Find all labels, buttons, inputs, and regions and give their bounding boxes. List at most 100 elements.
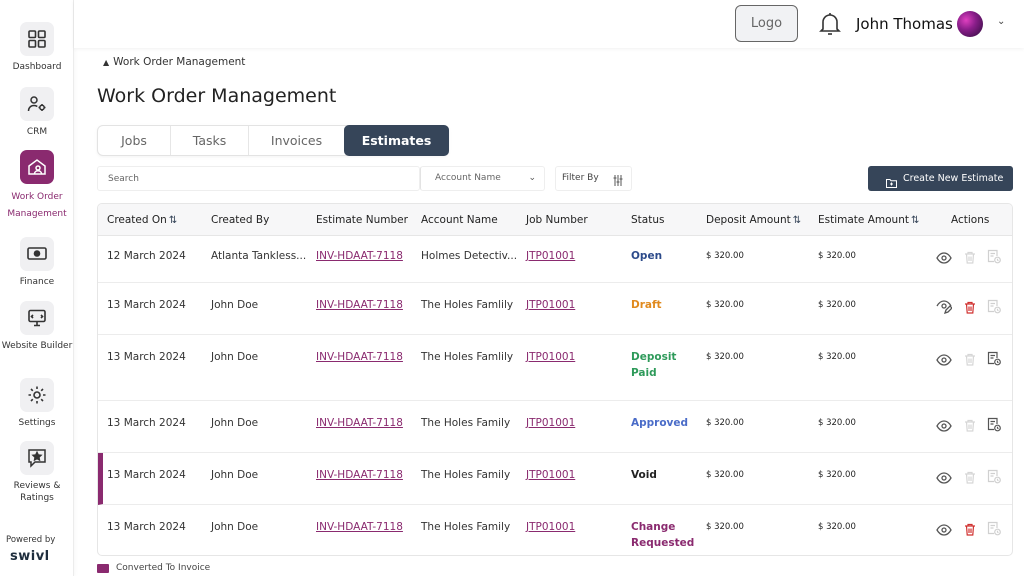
convert-to-invoice-icon	[987, 249, 1005, 267]
tab-jobs[interactable]: Jobs	[98, 126, 171, 155]
view-icon[interactable]	[936, 249, 954, 267]
breadcrumb-label: Work Order Management	[113, 56, 246, 68]
cell-account-name: The Holes Famlily	[421, 351, 514, 363]
sidebar-item-reviews-ratings[interactable]: Reviews & Ratings	[0, 441, 74, 504]
delete-icon	[964, 417, 982, 435]
cell-deposit-amount: $ 320.00	[706, 470, 744, 480]
sidebar-item-dashboard[interactable]: Dashboard	[0, 22, 74, 73]
sort-icon[interactable]: ⇅	[910, 215, 920, 226]
job-number-link[interactable]: JTP01001	[526, 521, 576, 533]
delete-icon[interactable]	[964, 521, 982, 539]
search-input[interactable]	[97, 166, 420, 191]
sidebar-item-label: Reviews & Ratings	[13, 481, 61, 503]
account-name-select[interactable]: Account Name ⌄	[420, 166, 545, 191]
view-icon[interactable]	[936, 417, 954, 435]
column-header-job-number: Job Number	[526, 214, 588, 226]
cell-created-by: John Doe	[211, 469, 259, 481]
convert-to-invoice-icon	[987, 521, 1005, 539]
estimate-number-link[interactable]: INV-HDAAT-7118	[316, 417, 403, 429]
delete-icon[interactable]	[964, 299, 982, 317]
view-icon[interactable]	[936, 351, 954, 369]
job-number-link[interactable]: JTP01001	[526, 469, 576, 481]
legend-label: Converted To Invoice	[116, 563, 211, 573]
cell-deposit-amount: $ 320.00	[706, 418, 744, 428]
cell-estimate-amount: $ 320.00	[818, 522, 856, 532]
cell-created-by: John Doe	[211, 521, 259, 533]
table-row[interactable]: 13 March 2024 John Doe INV-HDAAT-7118 The H…	[98, 401, 1012, 453]
table-row[interactable]: 13 March 2024 John Doe INV-HDAAT-7118 The H…	[98, 335, 1012, 401]
job-number-link[interactable]: JTP01001	[526, 351, 576, 363]
sidebar: Dashboard CRM Work Order Management Fina…	[0, 0, 74, 576]
sidebar-item-work-order-management[interactable]: Work Order Management	[0, 150, 74, 223]
chevron-down-icon[interactable]: ⌄	[997, 16, 1006, 27]
top-header: Logo John Thomas ⌄	[74, 0, 1024, 48]
column-header-estimate-amount[interactable]: Estimate Amount ⇅	[818, 214, 920, 226]
bell-icon[interactable]	[818, 11, 842, 37]
cell-created-on: 13 March 2024	[107, 521, 186, 533]
column-header-deposit-amount[interactable]: Deposit Amount ⇅	[706, 214, 802, 226]
money-icon	[20, 237, 54, 271]
delete-icon	[964, 469, 982, 487]
cell-account-name: The Holes Family	[421, 469, 511, 481]
estimate-number-link[interactable]: INV-HDAAT-7118	[316, 250, 403, 262]
cell-deposit-amount: $ 320.00	[706, 522, 744, 532]
sidebar-item-label: Website Builder	[1, 341, 73, 351]
sort-icon[interactable]: ⇅	[168, 215, 178, 226]
table-row[interactable]: 13 March 2024 John Doe INV-HDAAT-7118 The H…	[98, 283, 1012, 335]
sidebar-item-crm[interactable]: CRM	[0, 87, 74, 138]
gear-icon	[20, 378, 54, 412]
status-badge: Change Requested	[631, 521, 695, 549]
estimate-number-link[interactable]: INV-HDAAT-7118	[316, 299, 403, 311]
sort-icon[interactable]: ⇅	[792, 215, 802, 226]
folder-plus-icon	[886, 173, 897, 198]
avatar[interactable]	[957, 11, 983, 37]
cell-created-on: 13 March 2024	[107, 299, 186, 311]
table-row[interactable]: 12 March 2024 Atlanta Tankless... INV-HDAA…	[98, 236, 1012, 283]
sidebar-item-finance[interactable]: Finance	[0, 237, 74, 288]
user-name[interactable]: John Thomas	[856, 15, 953, 33]
filter-by-label: Filter By	[562, 173, 599, 183]
job-number-link[interactable]: JTP01001	[526, 250, 576, 262]
cell-created-by: John Doe	[211, 417, 259, 429]
sidebar-item-settings[interactable]: Settings	[0, 378, 74, 429]
delete-icon	[964, 351, 982, 369]
brand-logo: swivl	[10, 549, 50, 564]
tab-tasks[interactable]: Tasks	[171, 126, 249, 155]
cell-created-by: Atlanta Tankless...	[211, 250, 307, 262]
estimate-number-link[interactable]: INV-HDAAT-7118	[316, 469, 403, 481]
column-header-created-on[interactable]: Created On ⇅	[107, 214, 178, 226]
home-user-icon	[20, 150, 54, 184]
column-header-actions: Actions	[951, 214, 990, 226]
view-edit-icon[interactable]	[936, 299, 954, 317]
logo-placeholder[interactable]: Logo	[735, 5, 798, 42]
job-number-link[interactable]: JTP01001	[526, 299, 576, 311]
convert-to-invoice-icon	[987, 299, 1005, 317]
status-badge: Draft	[631, 299, 662, 311]
cell-account-name: The Holes Family	[421, 417, 511, 429]
sidebar-item-label: Work Order Management	[7, 192, 67, 219]
column-header-account-name: Account Name	[421, 214, 498, 226]
convert-to-invoice-icon[interactable]	[987, 351, 1005, 369]
estimate-number-link[interactable]: INV-HDAAT-7118	[316, 351, 403, 363]
view-icon[interactable]	[936, 469, 954, 487]
cell-created-on: 13 March 2024	[107, 351, 186, 363]
cell-account-name: Holmes Detectiv...	[421, 250, 518, 262]
view-icon[interactable]	[936, 521, 954, 539]
cell-account-name: The Holes Famlily	[421, 299, 514, 311]
breadcrumb[interactable]: ▲ Work Order Management	[103, 56, 245, 68]
tab-estimates[interactable]: Estimates	[344, 125, 449, 156]
column-header-created-by: Created By	[211, 214, 270, 226]
table-row[interactable]: 13 March 2024 John Doe INV-HDAAT-7118 The H…	[98, 505, 1012, 555]
cell-deposit-amount: $ 320.00	[706, 300, 744, 310]
create-new-estimate-button[interactable]: Create New Estimate	[868, 166, 1013, 191]
sidebar-item-website-builder[interactable]: Website Builder	[0, 301, 74, 352]
estimates-table: Created On ⇅ Created By Estimate Number A…	[97, 203, 1013, 556]
monitor-icon	[20, 301, 54, 335]
page-title: Work Order Management	[97, 85, 337, 107]
estimate-number-link[interactable]: INV-HDAAT-7118	[316, 521, 403, 533]
convert-to-invoice-icon[interactable]	[987, 417, 1005, 435]
table-row[interactable]: 13 March 2024 John Doe INV-HDAAT-7118 The H…	[98, 453, 1012, 505]
filter-by-button[interactable]: Filter By	[555, 166, 632, 191]
tab-invoices[interactable]: Invoices	[270, 133, 323, 148]
job-number-link[interactable]: JTP01001	[526, 417, 576, 429]
